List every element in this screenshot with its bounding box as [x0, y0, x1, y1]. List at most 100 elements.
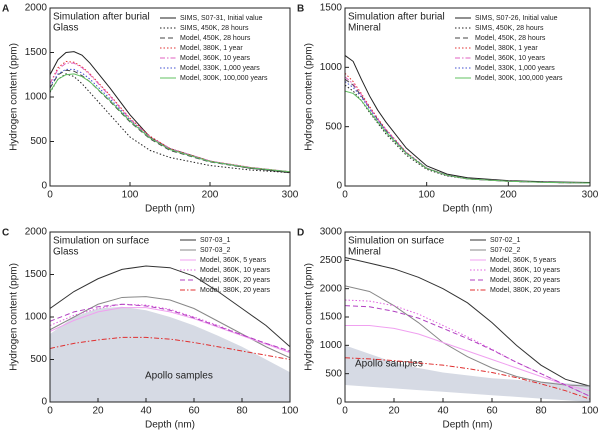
series-line: [345, 325, 590, 392]
y-tick-label: 500: [325, 368, 342, 379]
legend-label: Model, 360K, 10 years: [490, 267, 561, 274]
legend-label: SIMS, 450K, 28 hours: [475, 25, 544, 32]
legend-label: S07-02_1: [490, 237, 520, 244]
legend-label: Model, 360K, 10 years: [180, 55, 251, 62]
y-tick-label: 0: [336, 181, 342, 192]
legend-label: S07-03_2: [200, 247, 230, 254]
series-line: [50, 68, 290, 173]
plot-frame: [49, 7, 291, 187]
legend-label: S07-03_1: [200, 237, 230, 244]
legend-label: Model, 360K, 10 years: [200, 267, 271, 274]
panel: SIMS, S07-31, Initial value SIMS, 450K, 2…: [2, 3, 299, 215]
legend-label: Model, 360K, 20 years: [490, 277, 561, 284]
x-tick-label: 60: [486, 406, 498, 417]
legend-label: Model, 380K, 20 years: [490, 287, 561, 294]
x-tick-label: 200: [500, 190, 517, 201]
y-axis-label: Hydrogen content (ppm): [304, 43, 315, 151]
x-tick-label: 200: [202, 190, 219, 201]
series-line: [345, 357, 590, 400]
series-line: [50, 69, 290, 173]
x-tick-label: 300: [282, 190, 299, 201]
panel-annotation: Simulation on surface: [53, 236, 150, 247]
panel-annotation: Simulation after burial: [53, 12, 150, 23]
y-tick-label: 2000: [320, 283, 343, 294]
series-line: [50, 307, 290, 354]
x-tick-label: 300: [582, 190, 599, 201]
panel-annotation: Mineral: [348, 23, 381, 34]
series-line: [345, 257, 590, 387]
panel-letter: B: [297, 4, 304, 15]
x-tick-label: 100: [122, 190, 139, 201]
y-tick-label: 2000: [25, 3, 48, 14]
series-line: [345, 78, 590, 184]
panel: SIMS, S07-26, Initial value SIMS, 450K, 2…: [297, 3, 599, 215]
panel-annotation: Mineral: [348, 247, 381, 258]
y-axis-label: Hydrogen content (ppm): [304, 263, 315, 371]
x-axis-label: Depth (nm): [145, 420, 195, 431]
area-label: Apollo samples: [145, 371, 213, 382]
legend-label: Model, 380K, 1 year: [180, 45, 243, 52]
y-tick-label: 1500: [25, 269, 48, 280]
legend-label: Model, 450K, 28 hours: [475, 35, 546, 42]
panel-letter: A: [2, 4, 9, 15]
y-tick-label: 2500: [320, 255, 343, 266]
y-axis-label: Hydrogen content (ppm): [9, 263, 20, 371]
legend-label: Model, 360K, 10 years: [475, 55, 546, 62]
y-tick-label: 1000: [25, 92, 48, 103]
y-axis-label: Hydrogen content (ppm): [9, 43, 20, 151]
panel-annotation: Simulation after burial: [348, 12, 445, 23]
y-tick-label: 1500: [25, 47, 48, 58]
legend-label: Model, 380K, 1 year: [475, 45, 538, 52]
y-tick-label: 0: [41, 397, 47, 408]
series-line: [345, 90, 590, 184]
y-tick-label: 1000: [25, 312, 48, 323]
series-line: [345, 55, 590, 183]
series-line: [345, 285, 590, 387]
series-line: [50, 73, 290, 173]
x-tick-label: 20: [92, 406, 104, 417]
x-tick-label: 20: [388, 406, 400, 417]
y-tick-label: 0: [336, 397, 342, 408]
y-tick-label: 2000: [25, 227, 48, 238]
x-tick-label: 100: [418, 190, 435, 201]
apollo-area: [345, 345, 590, 402]
legend-label: Model, 360K, 5 years: [490, 257, 557, 264]
legend-label: Model, 450K, 28 hours: [180, 35, 251, 42]
legend-label: Model, 380K, 20 years: [200, 287, 271, 294]
y-tick-label: 500: [30, 354, 47, 365]
series-line: [345, 76, 590, 184]
legend-label: Model, 300K, 100,000 years: [180, 75, 268, 82]
panel-annotation: Glass: [53, 247, 79, 258]
x-tick-label: 0: [342, 406, 348, 417]
legend-label: Model, 300K, 100,000 years: [475, 75, 563, 82]
series-line: [50, 303, 290, 352]
series-line: [345, 305, 590, 397]
apollo-area: [50, 306, 290, 402]
x-tick-label: 80: [236, 406, 248, 417]
legend-label: Model, 330K, 1,000 years: [180, 65, 260, 72]
legend-label: Model, 360K, 5 years: [200, 257, 267, 264]
y-tick-label: 0: [41, 181, 47, 192]
panel: Apollo samples S07-03_1 S07-03_2 Model, 360…: [2, 227, 299, 431]
series-line: [50, 60, 290, 173]
y-tick-label: 3000: [320, 227, 343, 238]
y-tick-label: 500: [325, 121, 342, 132]
y-tick-label: 1500: [320, 3, 343, 14]
x-tick-label: 40: [140, 406, 152, 417]
series-line: [50, 336, 290, 360]
y-tick-label: 1500: [320, 312, 343, 323]
x-tick-label: 100: [582, 406, 599, 417]
x-tick-label: 100: [282, 406, 299, 417]
x-tick-label: 0: [342, 190, 348, 201]
legend-label: SIMS, 450K, 28 hours: [180, 25, 249, 32]
legend-label: SIMS, S07-26, Initial value: [475, 15, 558, 22]
legend-label: Model, 330K, 1,000 years: [475, 65, 555, 72]
x-tick-label: 60: [188, 406, 200, 417]
legend-label: Model, 360K, 20 years: [200, 277, 271, 284]
legend-label: S07-02_2: [490, 247, 520, 254]
panel-letter: C: [2, 228, 9, 239]
x-tick-label: 80: [535, 406, 547, 417]
y-tick-label: 1000: [320, 62, 343, 73]
x-axis-label: Depth (nm): [442, 204, 492, 215]
